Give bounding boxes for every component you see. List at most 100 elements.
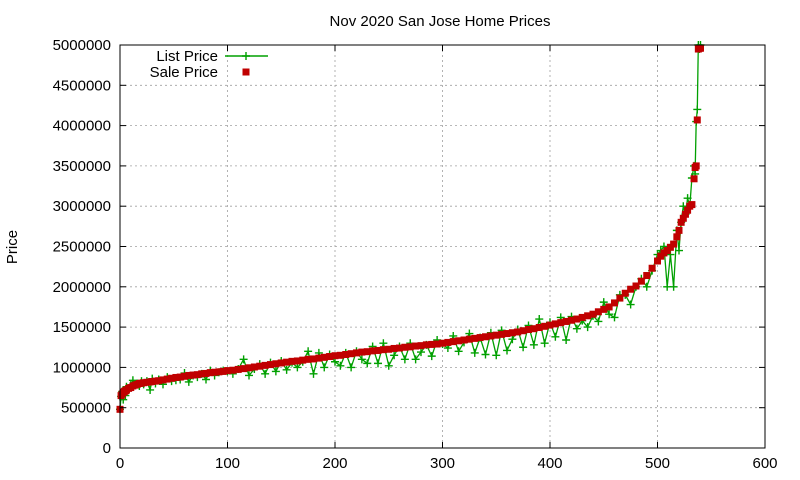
list-price-point [374, 359, 382, 368]
list-price-line [119, 44, 702, 410]
sale-price-point [240, 365, 248, 373]
sale-price-point [293, 357, 301, 365]
list-price-point [411, 355, 420, 364]
sale-price-point [267, 361, 274, 369]
list-price-point [184, 377, 193, 386]
list-price-point [379, 339, 388, 348]
sale-price-point [168, 374, 176, 382]
sale-price-point [224, 367, 231, 375]
sale-price-point [219, 367, 227, 375]
sale-price-point [193, 371, 201, 379]
list-price-point [481, 350, 490, 359]
sale-price-point [616, 294, 624, 302]
sale-price-point [176, 373, 184, 381]
list-price-point [282, 365, 291, 374]
sale-price-point [600, 305, 608, 313]
list-price-point [594, 317, 603, 326]
sale-price-point [215, 368, 223, 376]
sale-price-point [508, 329, 516, 337]
sale-price-point [611, 299, 618, 307]
list-price-point [529, 340, 538, 349]
sale-price-point [541, 322, 549, 330]
list-price-point [309, 369, 318, 378]
sale-price-point [594, 308, 602, 316]
y-tick-label: 2000000 [53, 279, 111, 296]
sale-price-point [390, 344, 398, 352]
sale-price-point [693, 116, 701, 124]
list-price-point [693, 105, 702, 114]
sale-price-point [342, 351, 350, 359]
sale-price-point [471, 334, 479, 342]
y-tick-label: 4500000 [53, 77, 111, 94]
sale-price-point [465, 335, 473, 343]
list-price-point [642, 282, 651, 291]
sale-price-point [482, 333, 489, 341]
list-price-point [572, 324, 581, 333]
sale-price-point [673, 233, 681, 241]
sale-price-point [277, 359, 285, 367]
sale-price-point [557, 319, 565, 327]
list-price-point [626, 300, 635, 309]
sale-price-point [396, 344, 403, 352]
sale-price-point [189, 371, 197, 379]
sale-price-point [670, 240, 678, 248]
x-tick-label: 0 [116, 455, 124, 472]
sale-price-point [627, 285, 635, 293]
list-price-point [239, 355, 248, 364]
sale-price-point [315, 354, 323, 362]
sale-price-point [206, 369, 214, 377]
sale-price-point [589, 310, 597, 318]
sale-price-point [643, 272, 651, 280]
sale-price-point [185, 371, 193, 379]
sale-price-point [584, 312, 592, 320]
y-tick-label: 5000000 [53, 37, 111, 54]
sale-price-point [449, 338, 457, 346]
list-price-point [347, 363, 356, 372]
sale-price-point [690, 175, 698, 183]
y-tick-label: 1000000 [53, 359, 111, 376]
list-price-point [245, 371, 253, 380]
list-price-point [610, 313, 619, 322]
sale-price-point [568, 316, 575, 324]
sale-price-point [546, 321, 554, 329]
x-tick-label: 100 [215, 455, 240, 472]
list-price-point [683, 194, 692, 203]
sale-price-point [551, 320, 559, 328]
sale-price-point [439, 339, 446, 347]
x-tick-label: 200 [322, 455, 347, 472]
list-price-point [583, 323, 592, 332]
y-tick-label: 0 [103, 440, 111, 457]
list-price-point [492, 351, 501, 360]
sale-price-point [406, 343, 414, 351]
sale-price-point [412, 342, 420, 350]
sale-price-point [310, 355, 317, 363]
sale-price-point [535, 324, 543, 332]
sale-price-point [245, 364, 253, 372]
list-price-point [304, 347, 313, 356]
sale-price-point [697, 44, 704, 52]
list-price-point [470, 348, 479, 357]
list-price-point [454, 347, 463, 356]
gridlines [120, 45, 765, 448]
sale-price-point [369, 347, 377, 355]
sale-price-point [288, 357, 296, 365]
y-tick-label: 2500000 [53, 239, 111, 256]
sale-price-point [283, 358, 291, 366]
list-price-point [384, 361, 393, 370]
sale-price-point [578, 313, 586, 321]
x-tick-label: 500 [645, 455, 670, 472]
list-price-point [599, 298, 608, 307]
list-price-point [503, 346, 511, 355]
sale-price-point [234, 365, 242, 373]
sale-price-point [519, 327, 527, 335]
sale-price-point [498, 330, 506, 338]
legend: List Price Sale Price [150, 48, 268, 81]
sale-price-point [163, 375, 171, 383]
legend-sample-list-price [225, 52, 268, 60]
sale-price-point [181, 372, 188, 380]
list-price-point [390, 351, 399, 360]
sale-price-point [272, 360, 280, 368]
sale-price-point [487, 332, 495, 340]
list-price-point [336, 361, 345, 370]
series-layer [116, 41, 705, 414]
